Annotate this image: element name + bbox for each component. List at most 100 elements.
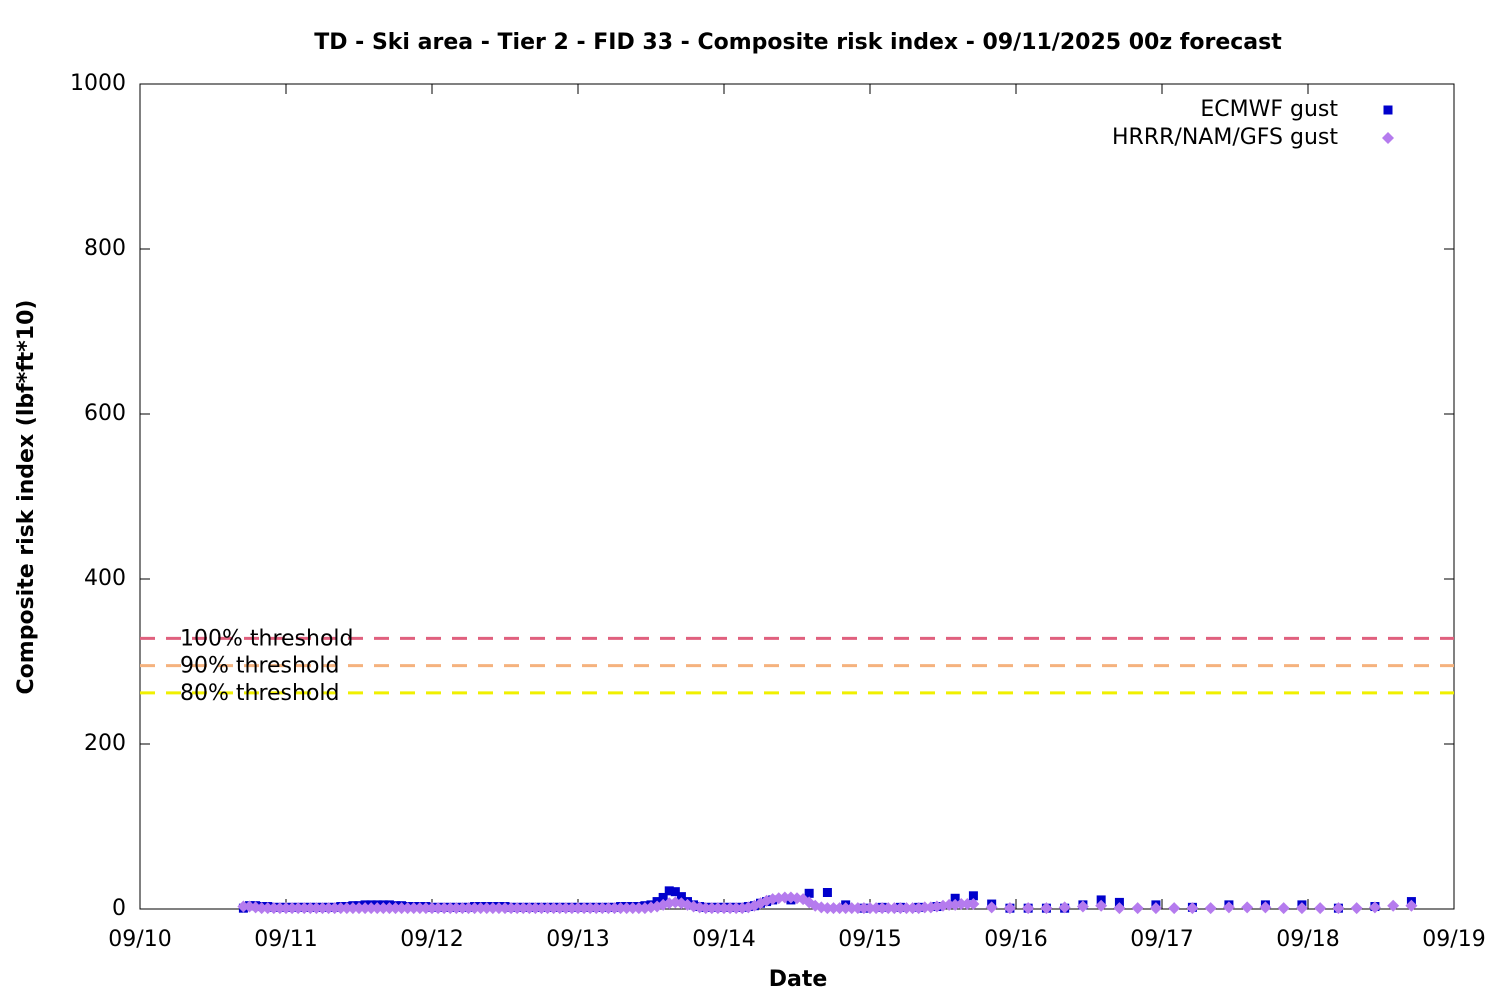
x-axis-label: Date <box>769 967 828 992</box>
x-tick-label: 09/16 <box>984 927 1047 952</box>
data-point <box>664 886 674 896</box>
data-point <box>486 902 499 915</box>
x-tick-label: 09/15 <box>838 927 901 952</box>
data-point <box>943 898 956 911</box>
data-point <box>900 902 913 915</box>
data-point <box>261 902 274 915</box>
data-point <box>620 902 633 915</box>
data-point <box>804 888 814 898</box>
data-point <box>462 902 475 915</box>
data-point <box>894 902 907 915</box>
data-point <box>389 902 402 915</box>
data-point <box>864 902 876 915</box>
data-point <box>255 902 268 915</box>
y-tick-label: 1000 <box>70 71 126 96</box>
data-point <box>353 902 365 915</box>
data-point <box>359 902 372 915</box>
data-point <box>711 902 724 915</box>
data-point <box>676 892 686 902</box>
data-point <box>967 898 980 911</box>
data-point <box>730 902 743 915</box>
data-point <box>888 902 901 915</box>
data-point <box>419 902 432 915</box>
data-point <box>822 888 832 897</box>
data-point <box>985 901 998 914</box>
data-point <box>328 902 341 915</box>
data-point <box>322 902 335 915</box>
data-point <box>778 891 791 904</box>
data-point <box>1022 902 1035 915</box>
data-point <box>267 902 280 915</box>
x-tick-label: 09/18 <box>1276 927 1339 952</box>
data-point <box>596 902 609 915</box>
data-point <box>304 902 317 915</box>
y-tick-label: 800 <box>84 236 126 261</box>
data-point <box>578 902 591 915</box>
data-point <box>450 902 463 915</box>
data-point <box>1168 902 1181 915</box>
data-point <box>1387 899 1400 912</box>
data-point <box>1058 901 1071 914</box>
data-point <box>273 902 286 915</box>
data-point <box>918 901 931 914</box>
data-point <box>340 902 353 915</box>
data-point <box>950 893 960 903</box>
data-point <box>310 902 323 915</box>
data-point <box>1113 902 1126 915</box>
data-point <box>821 902 834 915</box>
data-point <box>511 902 524 915</box>
data-point <box>876 902 889 915</box>
data-point <box>658 892 668 902</box>
data-point <box>529 902 542 915</box>
data-point <box>492 902 505 915</box>
data-point <box>845 902 858 915</box>
data-point <box>249 901 262 914</box>
x-tick-label: 09/19 <box>1422 927 1485 952</box>
data-point <box>237 900 250 913</box>
x-tick-label: 09/12 <box>400 927 463 952</box>
data-point <box>724 902 737 915</box>
data-point <box>383 902 396 915</box>
data-point <box>632 902 645 915</box>
data-point <box>413 902 426 915</box>
data-point <box>334 902 347 915</box>
data-point <box>280 902 292 915</box>
data-point <box>833 902 846 915</box>
data-point <box>1332 902 1345 915</box>
data-point <box>480 902 493 915</box>
data-point <box>365 902 378 915</box>
data-point <box>1076 900 1089 913</box>
data-point <box>444 902 457 915</box>
x-tick-label: 09/17 <box>1130 927 1193 952</box>
threshold-label: 90% threshold <box>180 654 340 679</box>
data-point <box>1131 902 1144 915</box>
data-point <box>870 902 883 915</box>
data-point <box>955 898 968 911</box>
legend-marker <box>1383 105 1393 115</box>
data-point <box>499 902 511 915</box>
data-point <box>705 902 718 915</box>
data-point <box>371 902 384 915</box>
data-point <box>292 902 305 915</box>
data-point <box>851 902 864 915</box>
data-point <box>559 902 572 915</box>
data-point <box>670 887 680 897</box>
data-point <box>407 902 420 915</box>
data-point <box>401 902 414 915</box>
y-tick-label: 0 <box>112 896 126 921</box>
data-point <box>584 902 597 915</box>
data-point <box>827 902 840 915</box>
data-point <box>718 902 730 915</box>
y-tick-label: 400 <box>84 566 126 591</box>
data-point <box>699 902 712 915</box>
data-point <box>432 902 445 915</box>
data-point <box>882 902 895 915</box>
data-point <box>1186 902 1199 915</box>
data-point <box>377 902 390 915</box>
data-point <box>553 902 566 915</box>
data-point <box>1368 901 1381 914</box>
data-point <box>614 902 627 915</box>
data-point <box>346 902 359 915</box>
data-point <box>1350 902 1363 915</box>
